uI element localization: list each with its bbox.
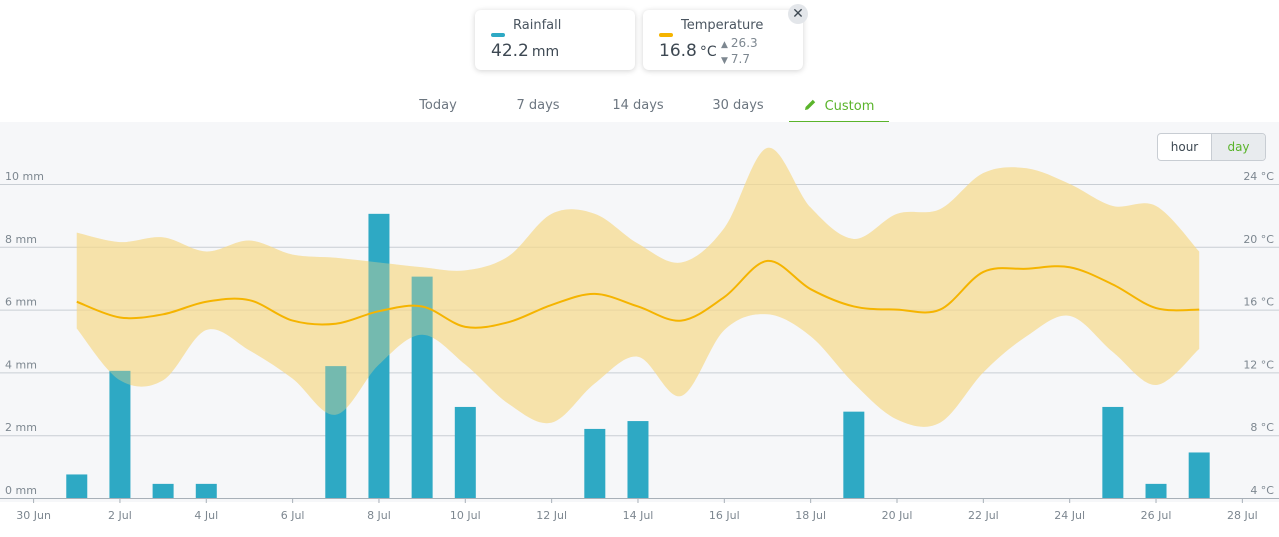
- temperature-min-value: 7.7: [730, 52, 751, 66]
- rainfall-total-unit: mm: [531, 44, 560, 60]
- temperature-range-band: [76, 147, 1200, 427]
- date-tick-label: 18 Jul: [795, 509, 826, 522]
- date-tick-label: 2 Jul: [108, 509, 132, 522]
- temperature-tick-label: 20 °C: [1243, 233, 1274, 246]
- temperature-tick-label: 24 °C: [1243, 170, 1274, 183]
- temperature-line: [76, 259, 1200, 329]
- rainfall-bar: [1188, 452, 1210, 498]
- triangle-down-icon: ▼: [721, 56, 728, 66]
- temperature-band-area: [76, 147, 1200, 427]
- temperature-avg-unit: °C: [699, 44, 717, 60]
- date-tick-label: 20 Jul: [882, 509, 913, 522]
- tab-7-days-label: 7 days: [516, 98, 560, 113]
- date-tick-label: 8 Jul: [367, 509, 391, 522]
- close-icon[interactable]: ✕: [788, 4, 808, 24]
- rainfall-tick-label: 8 mm: [5, 233, 37, 246]
- date-tick-label: 10 Jul: [450, 509, 481, 522]
- date-tick-label: 28 Jul: [1227, 509, 1258, 522]
- rainfall-bar: [325, 366, 347, 498]
- tab-30-days[interactable]: 30 days: [698, 98, 778, 121]
- temperature-swatch: [659, 33, 673, 37]
- rainfall-bars: [66, 147, 1210, 498]
- temperature-max: ▲ 26.3: [721, 36, 758, 50]
- rainfall-legend-card[interactable]: Rainfall 42.2 mm: [475, 10, 635, 70]
- toggle-hour[interactable]: hour: [1170, 140, 1199, 154]
- temperature-tick-label: 4 °C: [1250, 484, 1274, 497]
- pencil-icon: [804, 98, 817, 114]
- temperature-band-overlay: [76, 147, 1200, 427]
- temperature-legend-card[interactable]: Temperature 16.8 °C ▲ 26.3 ▼ 7.7: [643, 10, 803, 70]
- date-tick-label: 12 Jul: [536, 509, 567, 522]
- rainfall-bar: [1102, 406, 1124, 498]
- tab-today-label: Today: [419, 98, 457, 113]
- rainfall-bar: [368, 213, 390, 498]
- rainfall-bar: [584, 428, 606, 498]
- rainfall-tick-label: 10 mm: [5, 170, 44, 183]
- date-tick-label: 16 Jul: [709, 509, 740, 522]
- temperature-tick-label: 12 °C: [1243, 358, 1274, 371]
- temperature-axis-labels: 4 °C 8 °C 12 °C 16 °C 20 °C 24 °C: [1243, 170, 1274, 497]
- temperature-min: ▼ 7.7: [721, 52, 750, 66]
- rainfall-bar: [195, 483, 217, 498]
- date-axis: 30 Jun 2 Jul 4 Jul 6 Jul 8 Jul 10 Jul 12 Jul 14…: [16, 498, 1258, 522]
- date-tick-label: 6 Jul: [281, 509, 305, 522]
- rainfall-axis-labels: 0 mm 2 mm 4 mm 6 mm 8 mm 10 mm: [5, 170, 44, 497]
- rainfall-tick-label: 6 mm: [5, 296, 37, 309]
- tab-30-days-label: 30 days: [712, 98, 764, 113]
- tab-14-days[interactable]: 14 days: [598, 98, 678, 121]
- rainfall-bar: [1145, 483, 1167, 498]
- rainfall-tick-label: 0 mm: [5, 484, 37, 497]
- rainfall-total-value: 42.2: [491, 41, 529, 61]
- tab-today[interactable]: Today: [398, 98, 478, 121]
- resolution-toggle: hour day: [1157, 133, 1266, 161]
- date-tick-label: 26 Jul: [1141, 509, 1172, 522]
- rainfall-total: 42.2 mm: [491, 41, 559, 61]
- rainfall-bar: [454, 406, 476, 498]
- rainfall-bar: [411, 276, 433, 498]
- rainfall-bar: [152, 483, 174, 498]
- rainfall-swatch: [491, 33, 505, 37]
- rainfall-tick-label: 4 mm: [5, 358, 37, 371]
- rainfall-bar: [843, 411, 865, 498]
- temperature-avg-value: 16.8: [659, 41, 697, 61]
- date-tick-label: 24 Jul: [1054, 509, 1085, 522]
- temperature-tick-label: 8 °C: [1250, 421, 1274, 434]
- temperature-max-value: 26.3: [730, 36, 758, 50]
- tab-custom-label: Custom: [824, 99, 875, 114]
- temperature-title: Temperature: [681, 18, 764, 33]
- temperature-avg: 16.8 °C: [659, 41, 717, 61]
- rainfall-tick-label: 2 mm: [5, 421, 37, 434]
- temperature-average-line: [76, 259, 1200, 329]
- triangle-up-icon: ▲: [721, 40, 728, 50]
- rainfall-title: Rainfall: [513, 18, 562, 33]
- date-tick-label: 30 Jun: [16, 509, 51, 522]
- tab-14-days-label: 14 days: [612, 98, 664, 113]
- temperature-tick-label: 16 °C: [1243, 296, 1274, 309]
- rainfall-bar: [66, 474, 88, 498]
- rainfall-bar: [109, 370, 131, 498]
- date-tick-label: 22 Jul: [968, 509, 999, 522]
- tab-7-days[interactable]: 7 days: [498, 98, 578, 121]
- date-tick-label: 4 Jul: [194, 509, 218, 522]
- toggle-day[interactable]: day: [1211, 134, 1265, 160]
- date-tick-label: 14 Jul: [623, 509, 654, 522]
- rainfall-bar: [627, 421, 649, 498]
